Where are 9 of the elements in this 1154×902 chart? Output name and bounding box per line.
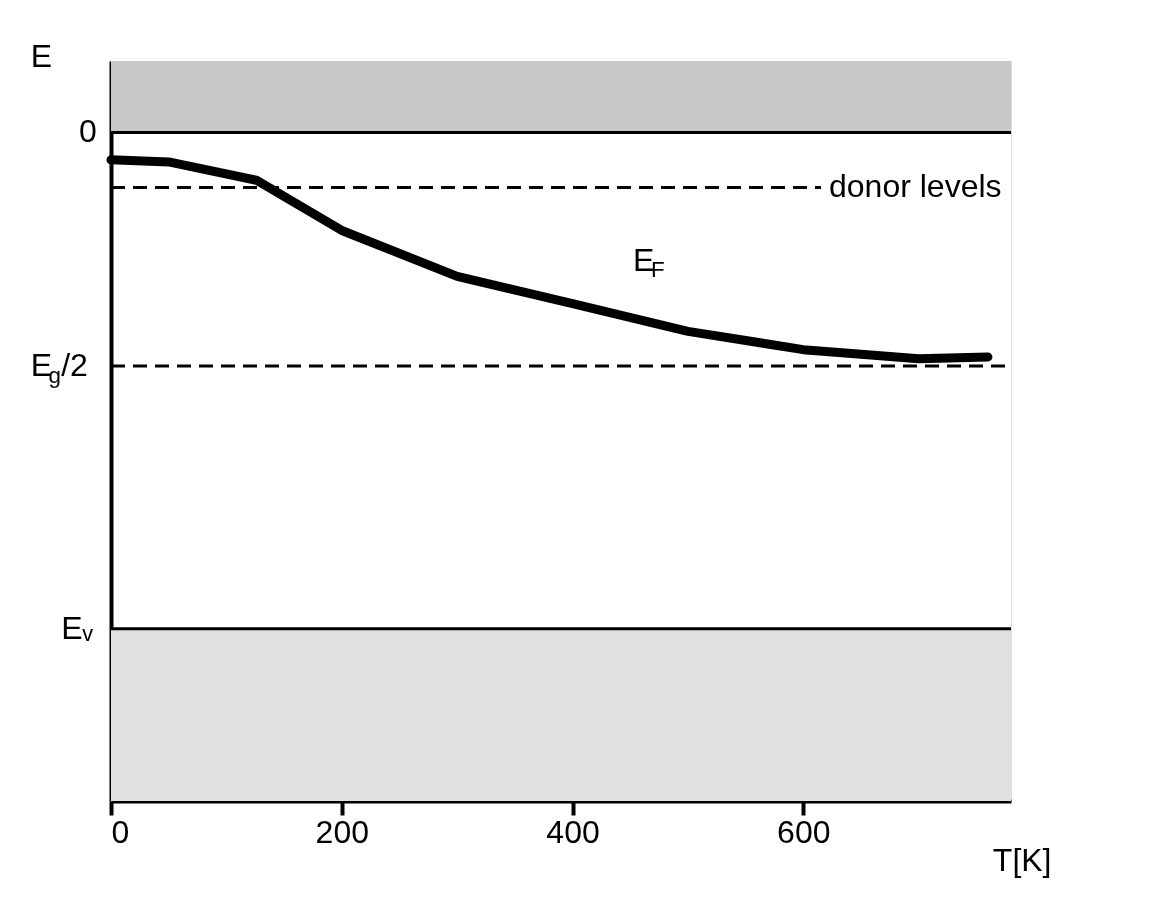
ref-line-label: 0 — [79, 113, 97, 150]
x-axis-title: T[K] — [992, 841, 1052, 878]
y-axis-title: E — [30, 37, 53, 74]
ref-line-label: donor levels — [829, 168, 1002, 205]
x-tick-label: 200 — [315, 813, 369, 850]
x-tick-label: 0 — [111, 813, 130, 850]
ref-line-label: Eᵥ — [61, 609, 94, 646]
x-tick-label: 600 — [777, 813, 831, 850]
x-tick-label: 400 — [546, 813, 600, 850]
